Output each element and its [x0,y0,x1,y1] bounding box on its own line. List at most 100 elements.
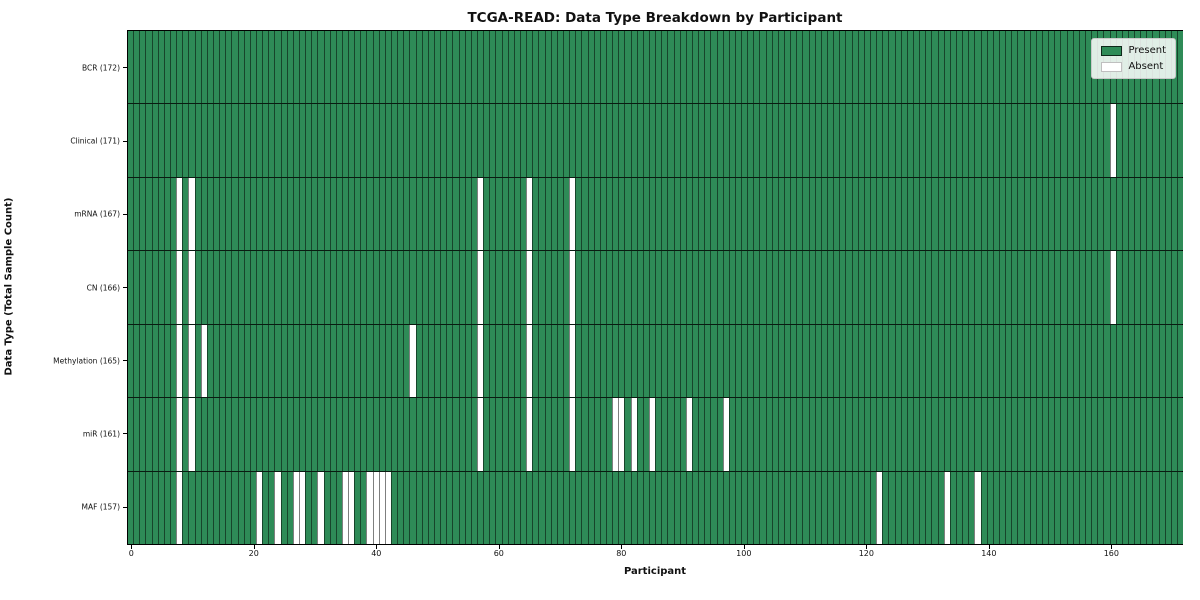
heatmap-cell [575,177,582,251]
heatmap-cell [876,104,883,177]
heatmap-cell [133,398,140,471]
heatmap-cell [630,177,637,251]
heatmap-cell [556,471,563,544]
heatmap-cell [851,471,858,544]
heatmap-cell [1041,177,1049,251]
heatmap-cell [741,251,748,324]
heatmap-cell [434,177,441,251]
heatmap-cell [403,324,410,398]
heatmap-cell [955,177,963,251]
heatmap-cell [814,104,821,177]
heatmap-cell [280,471,287,544]
heatmap-cell [163,398,170,471]
heatmap-cell [1017,398,1024,471]
heatmap-cell [1103,251,1110,324]
heatmap-cell [1023,471,1030,544]
heatmap-cell [329,324,336,398]
heatmap-cell [648,471,656,544]
heatmap-cell [593,398,600,471]
heatmap-cell [679,471,686,544]
heatmap-cell [317,398,324,471]
heatmap-cell [1103,324,1110,398]
heatmap-cell [937,177,944,251]
heatmap-cell [986,251,993,324]
heatmap-cell [765,324,772,398]
heatmap-cell [1170,177,1178,251]
heatmap-cell [833,31,840,104]
heatmap-cell [691,251,699,324]
heatmap-cell [624,31,631,104]
heatmap-cell [255,398,263,471]
heatmap-cell [501,177,508,251]
heatmap-cell [139,104,146,177]
heatmap-cell [354,398,361,471]
heatmap-cell [1035,177,1042,251]
heatmap-cell [777,104,785,177]
heatmap-cell [169,31,177,104]
heatmap-cell [851,398,858,471]
heatmap-cell [1023,31,1030,104]
heatmap-cell [1177,104,1184,177]
heatmap-cell [513,177,520,251]
heatmap-cell [986,471,993,544]
heatmap-cell [384,324,392,398]
heatmap-cell [1078,104,1085,177]
heatmap-cell [1170,104,1178,177]
heatmap-cell [489,177,496,251]
heatmap-cell [341,324,349,398]
heatmap-cell [145,398,152,471]
heatmap-cell [151,471,158,544]
heatmap-cell [605,31,613,104]
heatmap-cell [986,324,993,398]
heatmap-cell [176,104,183,177]
heatmap-cell [188,31,195,104]
heatmap-cell [630,31,637,104]
heatmap-cell [305,31,312,104]
heatmap-cell [243,471,250,544]
heatmap-cell [341,104,349,177]
heatmap-cell [157,324,164,398]
heatmap-cell [716,324,723,398]
heatmap-cell [421,104,428,177]
heatmap-cell [734,471,742,544]
heatmap-cell [612,398,619,471]
heatmap-cell [440,398,447,471]
heatmap-cell [913,398,920,471]
heatmap-cell [888,324,895,398]
heatmap-cell [1127,104,1135,177]
heatmap-cell [900,398,907,471]
heatmap-cell [403,398,410,471]
heatmap-cell [876,31,883,104]
heatmap-cell [477,177,484,251]
heatmap-cell [280,31,287,104]
x-axis-label: Participant [623,566,687,577]
heatmap-cell [777,177,785,251]
heatmap-cell [489,398,496,471]
heatmap-cell [790,251,797,324]
heatmap-cell [128,177,134,251]
heatmap-row-mrna [128,176,1184,251]
heatmap-cell [255,251,263,324]
heatmap-cell [458,324,465,398]
heatmap-cell [870,471,877,544]
heatmap-cell [1011,324,1018,398]
heatmap-cell [139,31,146,104]
heatmap-cell [796,104,803,177]
heatmap-cell [575,324,582,398]
heatmap-cell [618,398,625,471]
heatmap-cell [249,471,256,544]
heatmap-cell [311,398,318,471]
heatmap-cell [919,31,926,104]
heatmap-cell [870,31,877,104]
heatmap-cell [440,471,447,544]
heatmap-cell [1054,398,1061,471]
heatmap-cell [526,398,533,471]
heatmap-cell [857,104,864,177]
heatmap-cell [870,251,877,324]
heatmap-cell [704,251,711,324]
heatmap-cell [698,398,705,471]
heatmap-cell [863,251,871,324]
heatmap-cell [1170,251,1178,324]
heatmap-cell [974,398,981,471]
heatmap-cell [857,251,864,324]
